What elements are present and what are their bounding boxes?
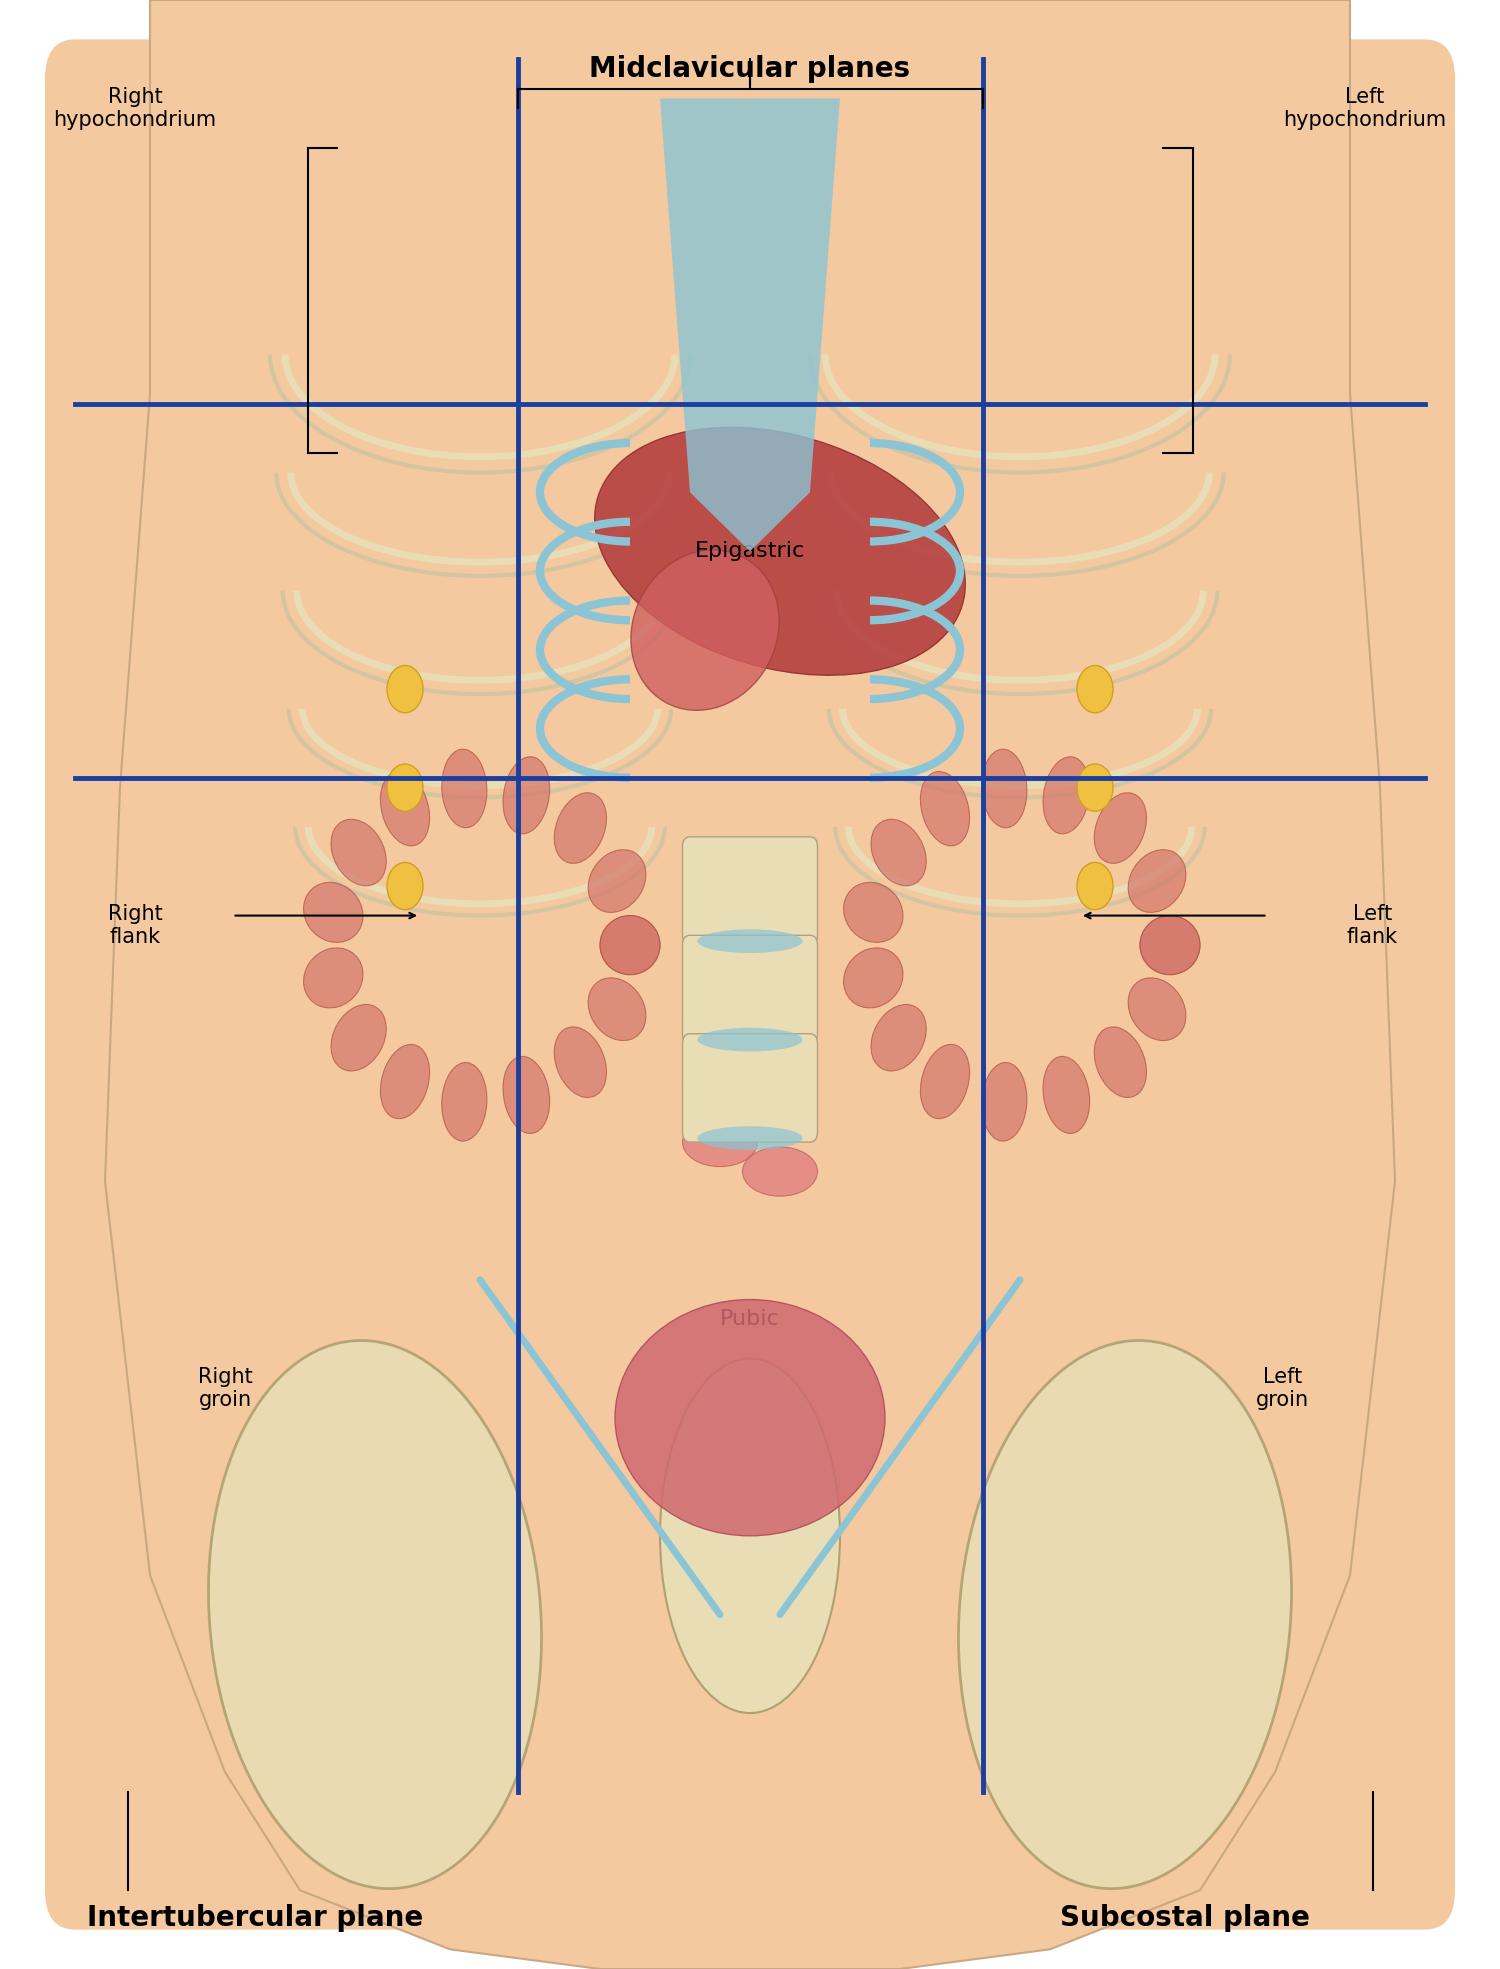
- Text: Left
hypochondrium: Left hypochondrium: [1284, 87, 1446, 130]
- Ellipse shape: [682, 1118, 758, 1166]
- Ellipse shape: [503, 1057, 549, 1134]
- Ellipse shape: [1128, 851, 1186, 912]
- Ellipse shape: [1140, 916, 1200, 975]
- Circle shape: [1077, 862, 1113, 910]
- Circle shape: [387, 764, 423, 811]
- Ellipse shape: [1042, 756, 1089, 833]
- Ellipse shape: [600, 916, 660, 975]
- Circle shape: [1077, 764, 1113, 811]
- Ellipse shape: [871, 1004, 927, 1071]
- Text: Intertubercular plane: Intertubercular plane: [87, 1904, 423, 1932]
- Ellipse shape: [921, 1044, 969, 1118]
- FancyBboxPatch shape: [45, 39, 1455, 1930]
- Ellipse shape: [381, 772, 429, 847]
- Ellipse shape: [209, 1341, 542, 1888]
- Ellipse shape: [441, 1063, 488, 1142]
- Text: Right
flank: Right flank: [108, 904, 162, 947]
- Text: Right
groin: Right groin: [198, 1366, 252, 1410]
- PathPatch shape: [105, 0, 1395, 1969]
- Text: Epigastric: Epigastric: [694, 541, 806, 561]
- Ellipse shape: [632, 549, 778, 711]
- Ellipse shape: [381, 1044, 429, 1118]
- Text: Subcostal plane: Subcostal plane: [1060, 1904, 1310, 1932]
- Ellipse shape: [698, 1028, 802, 1051]
- Ellipse shape: [742, 1087, 818, 1136]
- Text: Midclavicular planes: Midclavicular planes: [590, 55, 910, 83]
- Ellipse shape: [594, 427, 966, 675]
- FancyBboxPatch shape: [682, 935, 818, 1044]
- Ellipse shape: [303, 947, 363, 1008]
- Ellipse shape: [843, 882, 903, 943]
- Ellipse shape: [441, 748, 488, 827]
- Ellipse shape: [554, 794, 606, 862]
- Ellipse shape: [554, 1028, 606, 1097]
- Text: Pubic: Pubic: [720, 1309, 780, 1329]
- Ellipse shape: [332, 819, 387, 886]
- FancyBboxPatch shape: [682, 1034, 818, 1142]
- Ellipse shape: [1094, 1028, 1146, 1097]
- Ellipse shape: [660, 1359, 840, 1713]
- Ellipse shape: [981, 748, 1028, 827]
- Ellipse shape: [588, 851, 646, 912]
- Ellipse shape: [742, 1028, 818, 1079]
- Text: Left
flank: Left flank: [1347, 904, 1398, 947]
- Ellipse shape: [981, 1063, 1028, 1142]
- Ellipse shape: [1094, 794, 1146, 862]
- Ellipse shape: [588, 979, 646, 1040]
- Circle shape: [387, 862, 423, 910]
- Ellipse shape: [303, 882, 363, 943]
- Ellipse shape: [682, 1059, 758, 1107]
- Ellipse shape: [615, 1300, 885, 1536]
- Ellipse shape: [1042, 1057, 1089, 1134]
- Ellipse shape: [682, 1000, 758, 1048]
- Ellipse shape: [503, 756, 549, 833]
- Ellipse shape: [843, 947, 903, 1008]
- Ellipse shape: [1128, 979, 1186, 1040]
- Ellipse shape: [921, 772, 969, 847]
- Ellipse shape: [742, 1146, 818, 1195]
- Ellipse shape: [698, 929, 802, 953]
- Ellipse shape: [332, 1004, 387, 1071]
- FancyBboxPatch shape: [682, 837, 818, 945]
- Text: Left
groin: Left groin: [1256, 1366, 1310, 1410]
- Polygon shape: [660, 98, 840, 551]
- Circle shape: [1077, 666, 1113, 713]
- Ellipse shape: [600, 916, 660, 975]
- Circle shape: [387, 666, 423, 713]
- Text: Umbilical: Umbilical: [699, 866, 801, 886]
- Ellipse shape: [698, 1126, 802, 1150]
- Ellipse shape: [958, 1341, 1292, 1888]
- Text: Right
hypochondrium: Right hypochondrium: [54, 87, 216, 130]
- Ellipse shape: [1140, 916, 1200, 975]
- Ellipse shape: [871, 819, 927, 886]
